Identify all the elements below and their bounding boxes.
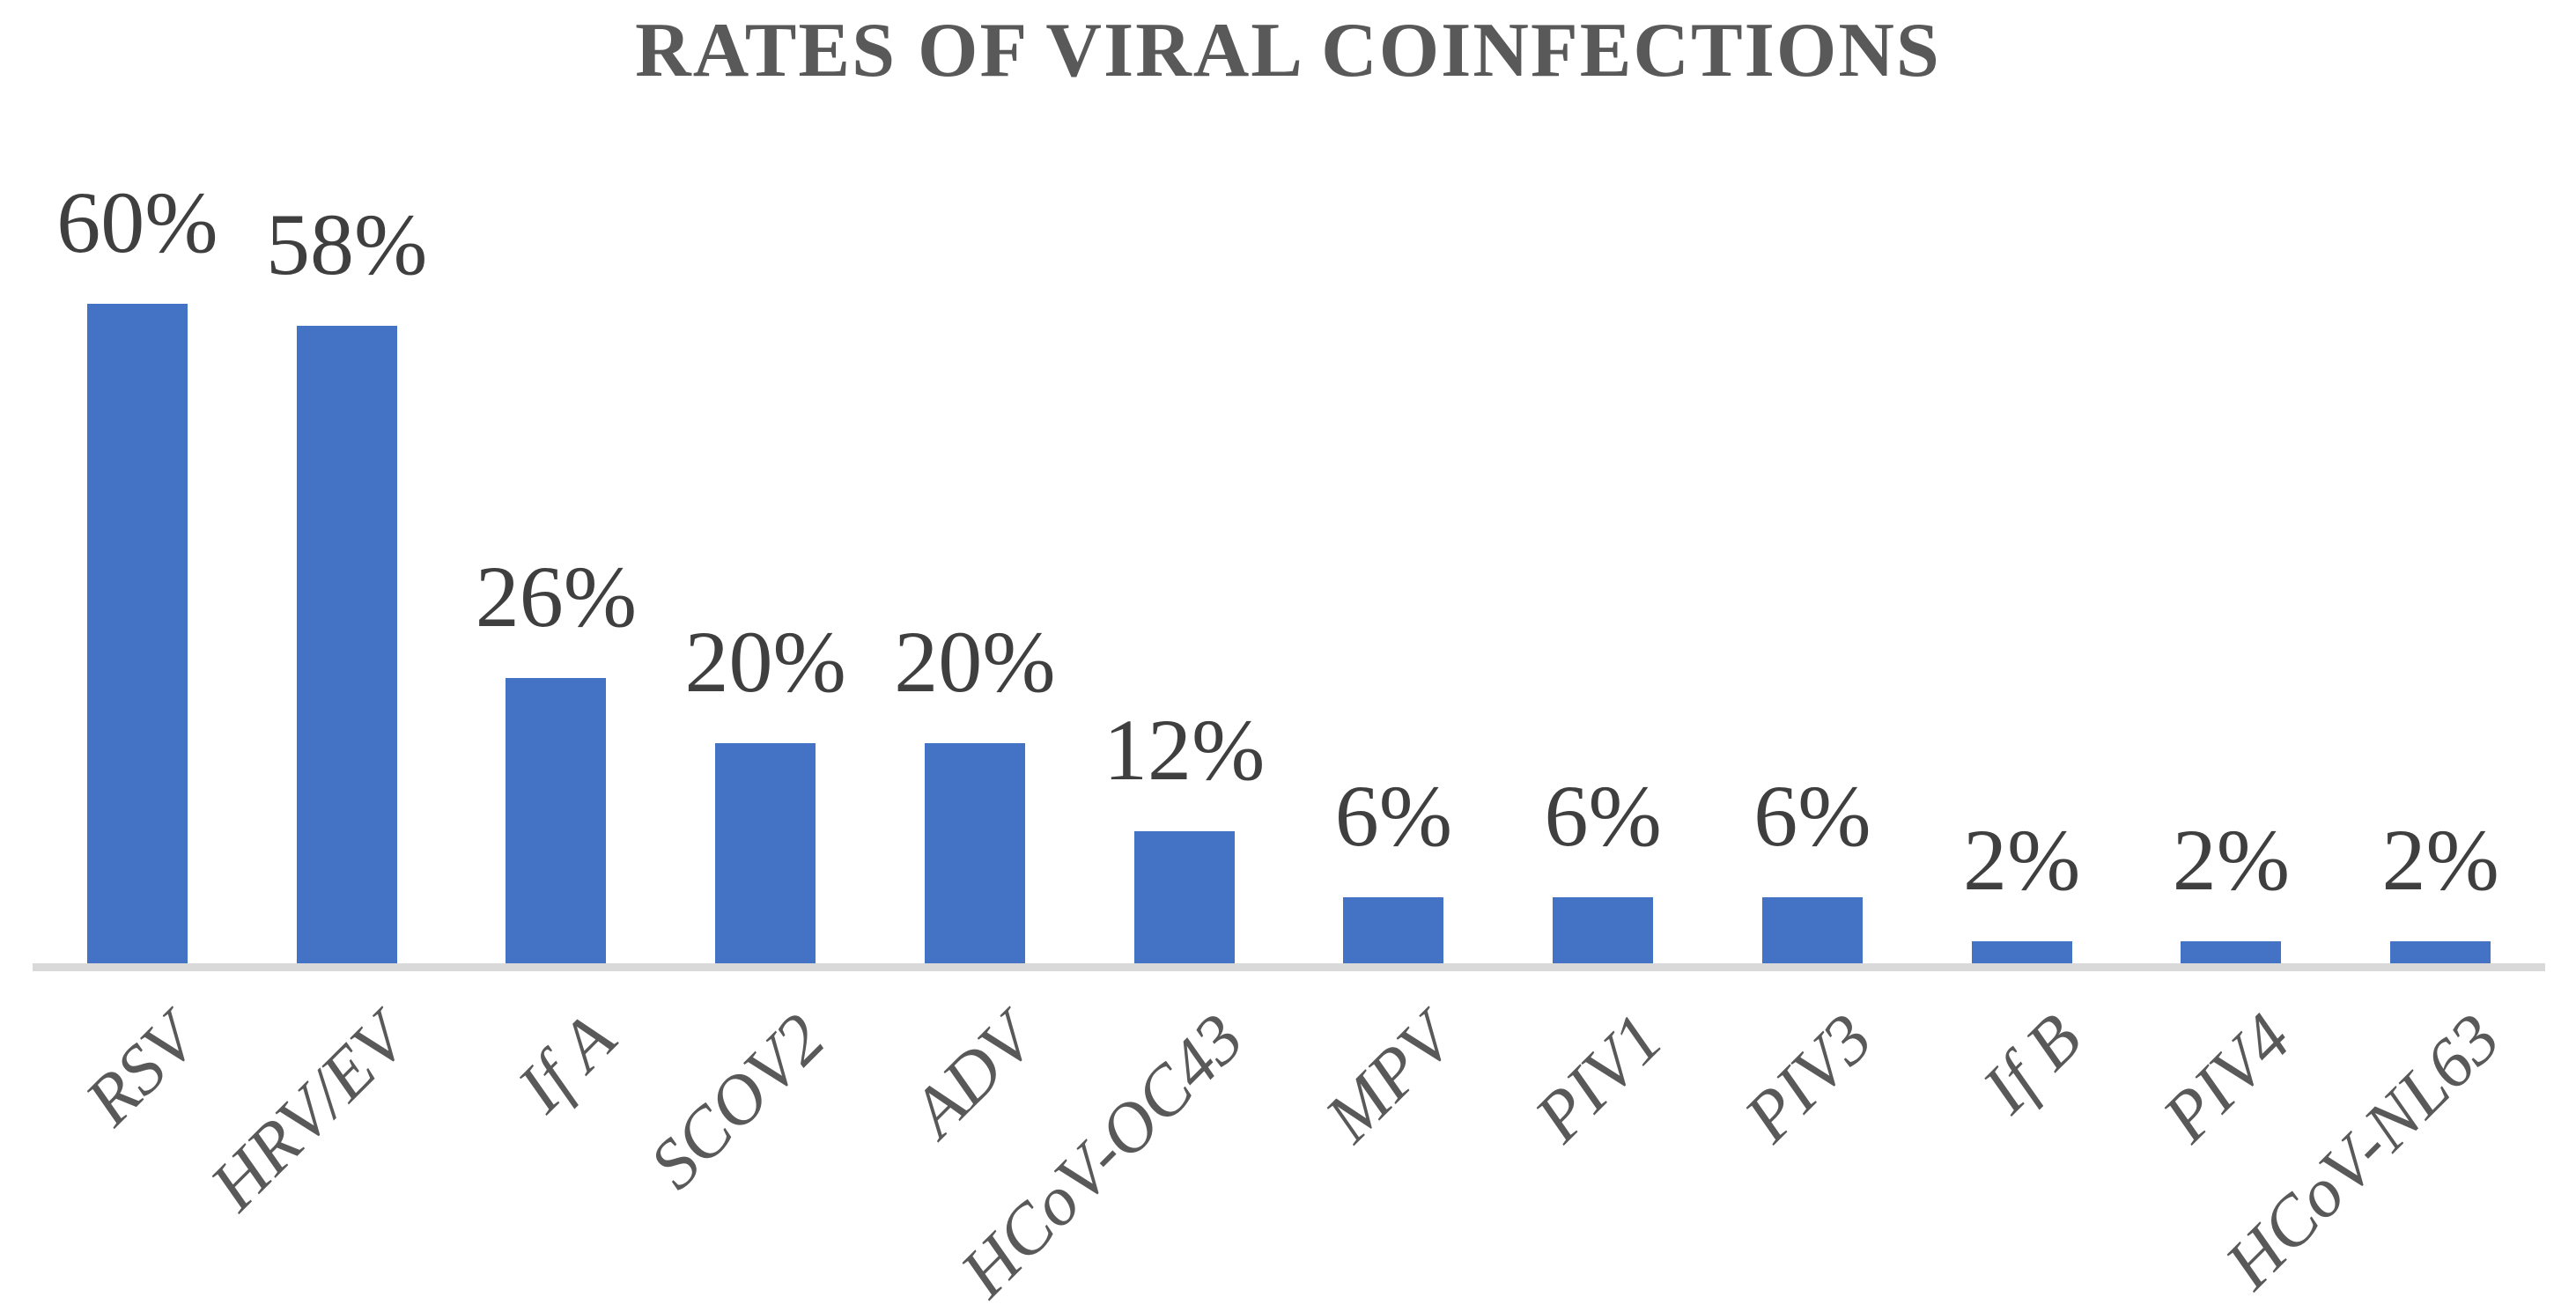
- chart-title: RATES OF VIRAL COINFECTIONS: [635, 8, 1941, 93]
- category-label: RSV: [70, 999, 212, 1140]
- category-label: If A: [503, 999, 631, 1127]
- value-label: 2%: [2172, 811, 2291, 909]
- value-label: 60%: [56, 173, 218, 271]
- category-label: If B: [1967, 999, 2097, 1128]
- bar: [924, 743, 1025, 963]
- bar: [2390, 941, 2491, 963]
- value-label: 20%: [894, 613, 1056, 711]
- value-label: 26%: [475, 548, 638, 645]
- value-label: 6%: [1544, 767, 1662, 865]
- bar: [1761, 897, 1863, 963]
- bar: [1553, 897, 1654, 963]
- bar: [86, 304, 188, 963]
- value-label: 2%: [1962, 811, 2081, 909]
- bar: [715, 743, 816, 963]
- category-label: PIV4: [2148, 999, 2306, 1157]
- category-label: MPV: [1310, 999, 1468, 1157]
- category-label: ADV: [897, 999, 1050, 1152]
- value-label: 6%: [1334, 767, 1453, 865]
- value-label: 58%: [265, 195, 428, 293]
- bar: [1343, 897, 1444, 963]
- category-label: SCOV2: [635, 999, 840, 1205]
- category-label: PIV3: [1729, 999, 1887, 1157]
- bar: [296, 326, 397, 963]
- value-label: 6%: [1753, 767, 1871, 865]
- value-label: 12%: [1103, 701, 1266, 799]
- value-label: 2%: [2381, 811, 2499, 909]
- x-axis-line: [33, 963, 2545, 971]
- category-label: PIV1: [1520, 999, 1678, 1157]
- bar: [1133, 831, 1235, 963]
- bar: [506, 678, 607, 963]
- value-label: 20%: [684, 613, 846, 711]
- bar: [2181, 941, 2282, 963]
- bar: [1971, 941, 2072, 963]
- category-label: HRV/EV: [196, 999, 422, 1226]
